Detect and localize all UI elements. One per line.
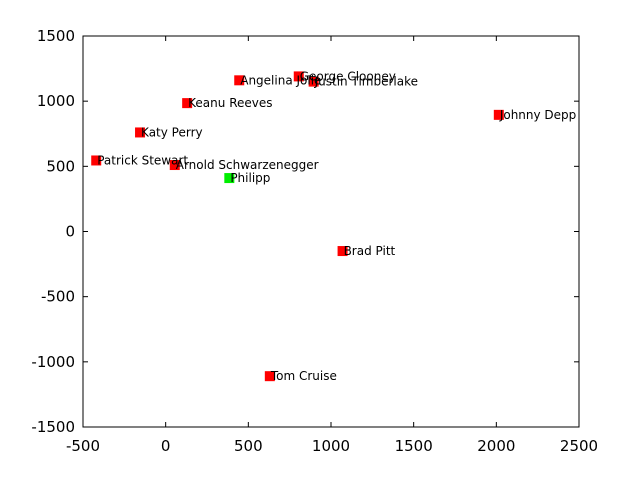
- data-points: [91, 71, 504, 382]
- data-point-marker: [182, 98, 193, 109]
- data-point-label: Philipp: [230, 171, 270, 185]
- y-tick-label: -1500: [31, 418, 75, 436]
- data-point-label: Katy Perry: [141, 125, 203, 139]
- x-tick-label: 2000: [477, 437, 515, 455]
- data-point-label: Justin Timberlake: [314, 75, 418, 89]
- data-point-label: Johnny Depp: [499, 108, 576, 122]
- axis-tick-labels: -500 0 500 1000 1500 2000 2500 -1500 -1000 -500 0 5…: [31, 27, 598, 455]
- data-point-label: Arnold Schwarzenegger: [176, 158, 319, 172]
- x-tick-label: 1500: [395, 437, 433, 455]
- data-point-label: George Clooney: [300, 69, 396, 83]
- data-point-label: Angelina Jolie: [240, 73, 321, 87]
- data-point-label: Brad Pitt: [344, 244, 396, 258]
- y-tick-label: 1000: [37, 92, 75, 110]
- data-point-label: Keanu Reeves: [188, 96, 272, 110]
- x-tick-label: 500: [234, 437, 263, 455]
- y-tick-label: 0: [65, 223, 75, 241]
- data-point-marker: [337, 246, 348, 257]
- data-point-marker: [493, 109, 504, 120]
- data-point-label: Tom Cruise: [270, 369, 337, 383]
- data-point-marker: [293, 71, 304, 82]
- x-tick-label: 1000: [312, 437, 350, 455]
- data-point-marker: [308, 76, 319, 87]
- data-point-marker: [169, 160, 180, 171]
- data-point-marker: [224, 173, 235, 184]
- x-tick-label: 0: [161, 437, 171, 455]
- data-point-marker: [91, 155, 102, 166]
- axis-ticks: [82, 35, 580, 428]
- data-point-marker: [264, 371, 275, 382]
- y-tick-label: -1000: [31, 353, 75, 371]
- x-tick-label: 2500: [560, 437, 598, 455]
- data-point-label: Patrick Stewart: [97, 153, 188, 167]
- y-tick-label: 500: [46, 157, 75, 175]
- y-tick-label: -500: [41, 288, 75, 306]
- y-tick-label: 1500: [37, 27, 75, 45]
- data-point-marker: [135, 127, 146, 138]
- x-tick-label: -500: [66, 437, 100, 455]
- data-point-marker: [234, 75, 245, 86]
